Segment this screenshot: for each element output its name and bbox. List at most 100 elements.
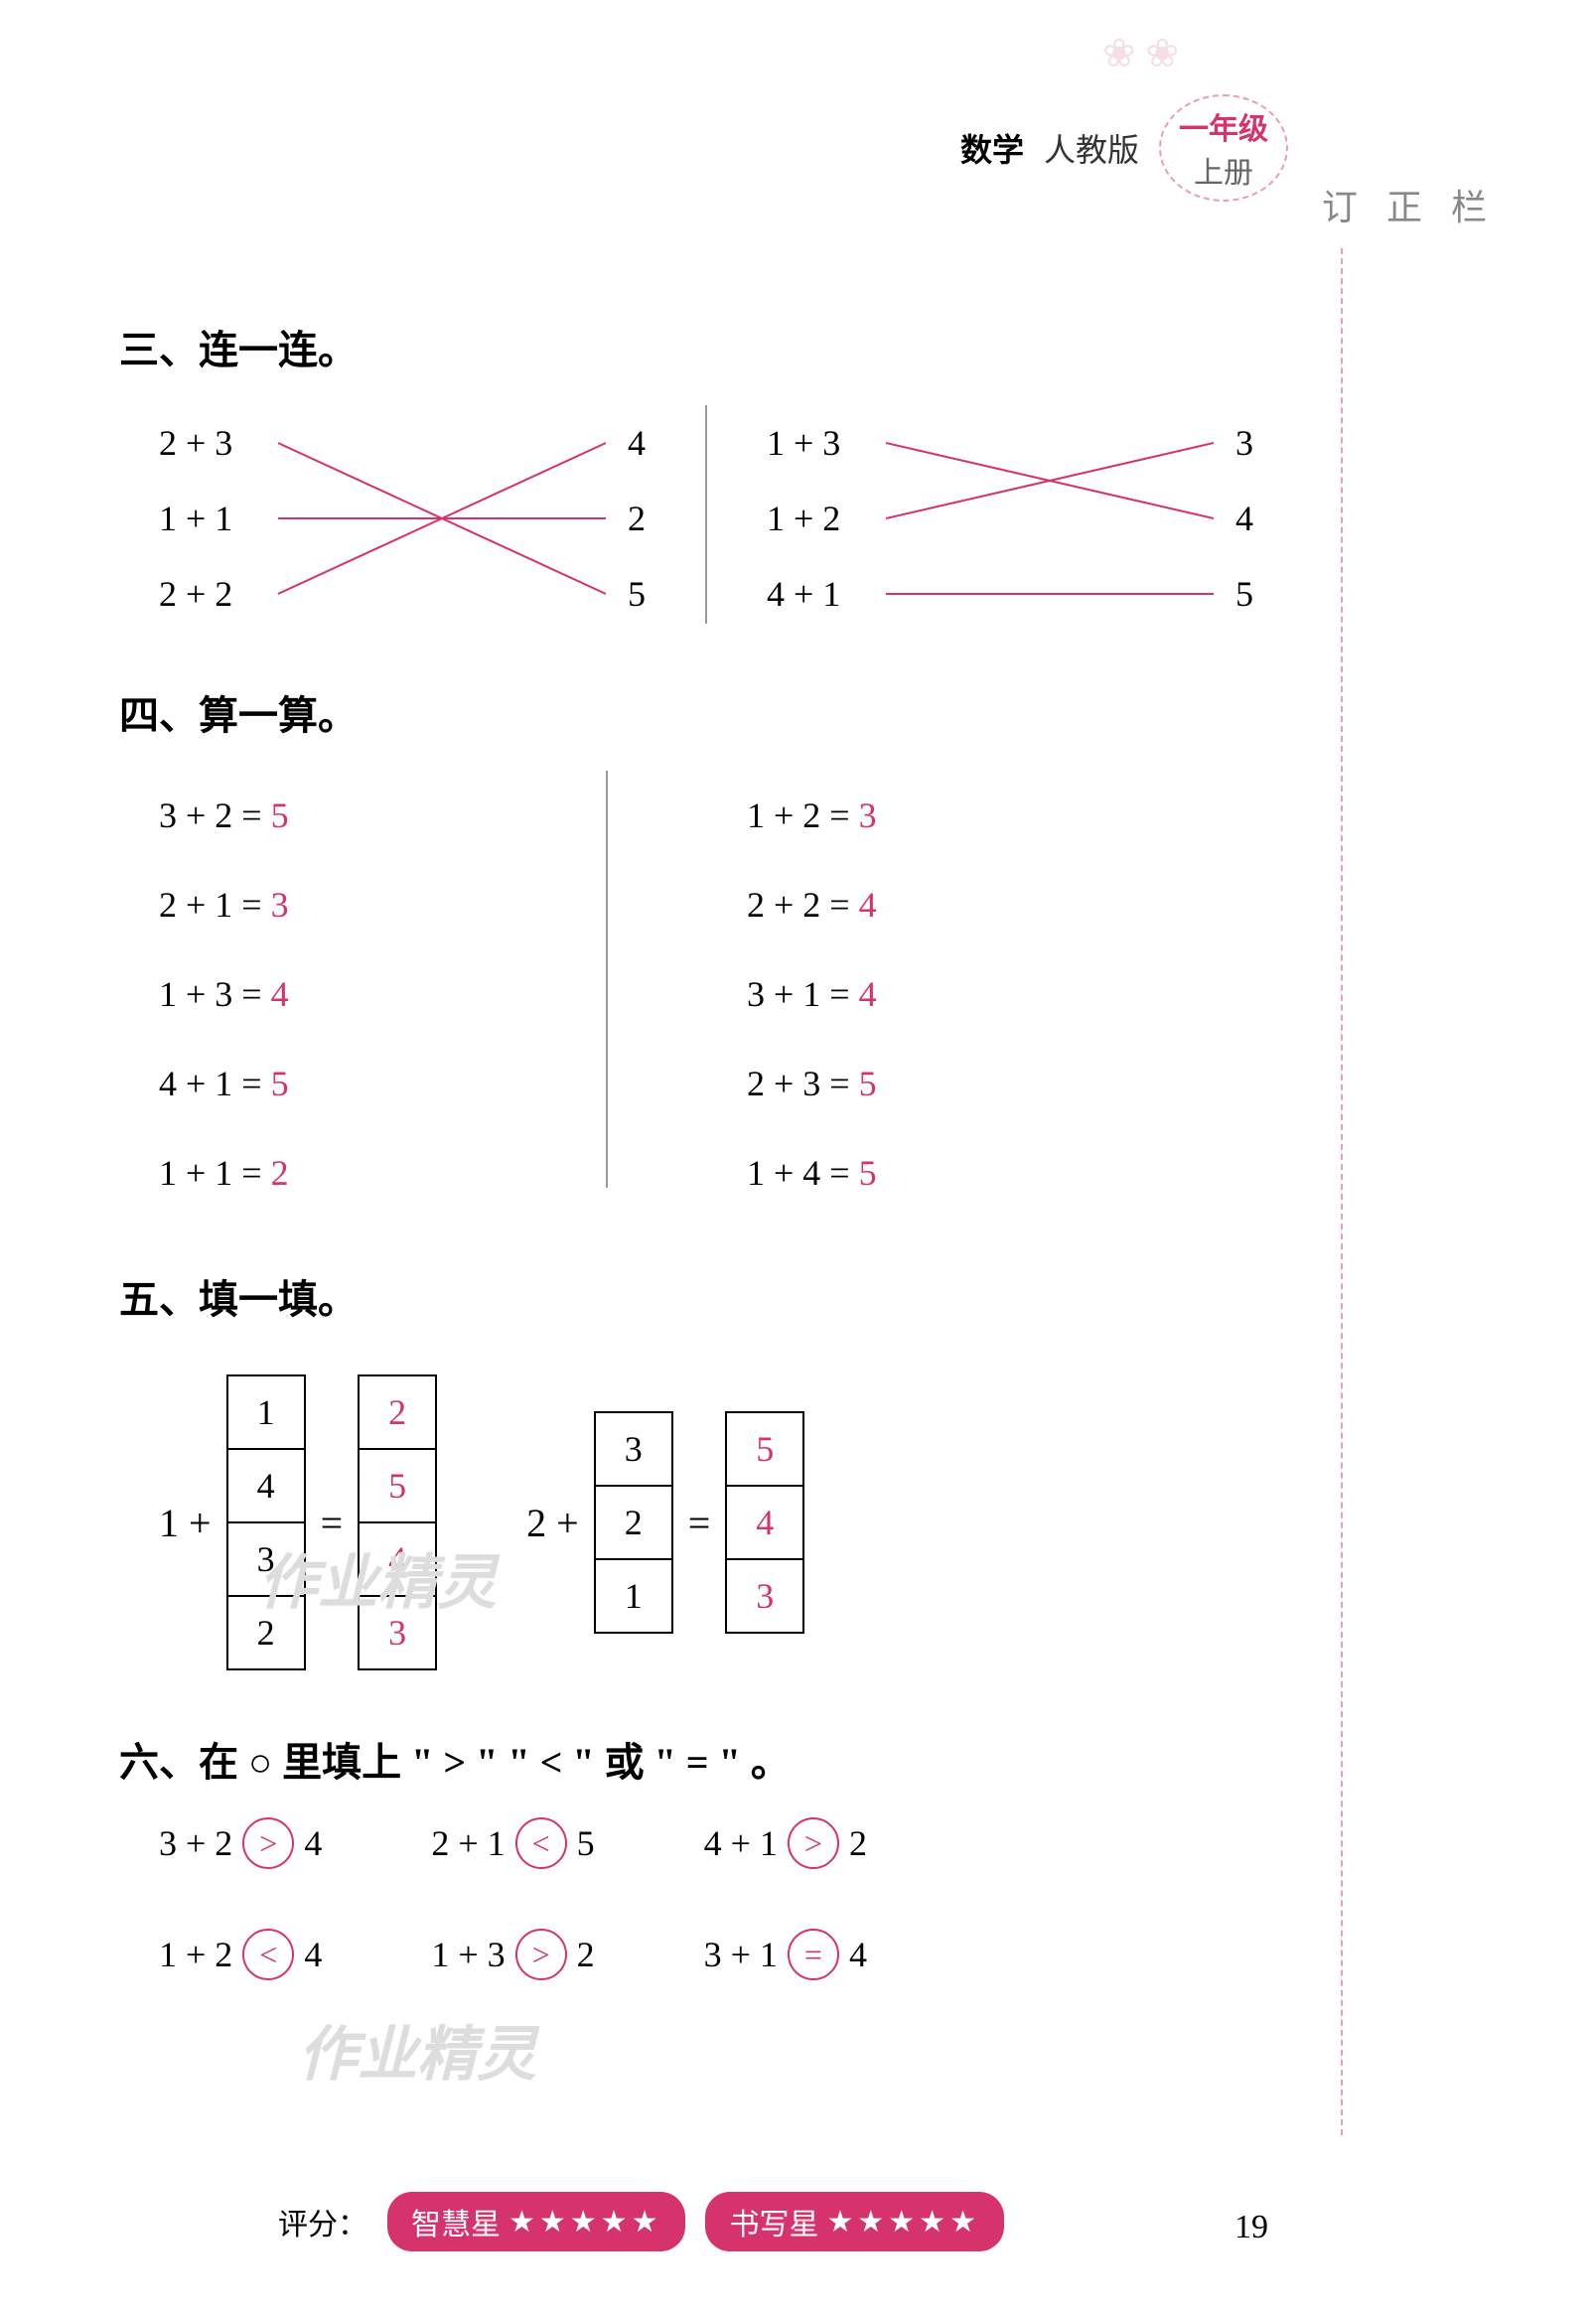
expr: 2 + 2 [159,556,278,632]
section4-title: 四、算一算。 [119,683,1311,741]
expr: 1 + 1 [159,481,278,556]
result: 5 [606,556,646,632]
calc-expr: 2 + 3 = [747,1064,859,1103]
fill-cell: 4 [358,1521,437,1597]
footer-pill-2: 书写星 ★★★★★ [705,2192,1003,2251]
fill-input-stack-2: 321 [594,1411,673,1634]
compare-item: 4 + 1>2 [704,1817,867,1869]
vertical-dash-line [1341,248,1343,2135]
fill-cell: 5 [725,1411,804,1487]
stars-icon: ★★★★★ [508,2205,661,2239]
compare-left: 3 + 1 [704,1934,778,1975]
fill-eq-1: = [321,1500,344,1546]
result: 4 [606,405,646,481]
result: 5 [1214,556,1253,632]
grade-top: 一年级 [1179,104,1268,148]
pill-text: 智慧星 [411,2200,501,2243]
compare-operator: > [788,1817,839,1869]
fill-cell: 2 [358,1374,437,1450]
calc-row: 3 + 1 = 4 [747,949,1194,1039]
calc-expr: 1 + 2 = [747,795,859,835]
compare-left: 1 + 2 [159,1934,232,1975]
section5-title: 五、填一填。 [119,1267,1311,1325]
result: 4 [1214,481,1253,556]
fill-cell: 2 [594,1485,673,1560]
connect-results-right: 3 4 5 [1214,405,1253,632]
compare-item: 2 + 1<5 [431,1817,594,1869]
compare-row-2: 1 + 2<4 1 + 3>2 3 + 1=4 [159,1929,1311,1980]
vertical-divider-2 [606,771,608,1188]
calc-answer: 4 [859,885,877,925]
page-number: 19 [1234,2209,1268,2246]
grade-bottom: 上册 [1179,148,1268,192]
footer-label: 评分： [278,2200,367,2243]
connect-exprs-left: 2 + 3 1 + 1 2 + 2 [159,405,278,632]
calc-row: 1 + 4 = 5 [747,1128,1194,1218]
calc-row: 1 + 2 = 3 [747,771,1194,860]
expr: 2 + 3 [159,405,278,481]
compare-operator: > [242,1817,294,1869]
grade-badge: 一年级 上册 [1159,94,1288,202]
correction-column-label: 订 正 栏 [1322,179,1497,230]
vertical-divider [705,405,707,624]
expr: 1 + 3 [767,405,886,481]
section3-title: 三、连一连。 [119,318,1311,375]
fill-cell: 3 [358,1595,437,1670]
connect-exprs-right: 1 + 3 1 + 2 4 + 1 [767,405,886,632]
compare-item: 1 + 2<4 [159,1929,322,1980]
fill-cell: 1 [594,1558,673,1634]
calc-row: 1 + 1 = 2 [159,1128,606,1218]
fill-cell: 5 [358,1448,437,1523]
compare-item: 3 + 2>4 [159,1817,322,1869]
compare-operator: > [515,1929,567,1980]
main-content: 三、连一连。 2 + 3 1 + 1 2 + 2 4 2 5 1 + 3 [119,278,1311,2040]
calc-col-2: 1 + 2 = 32 + 2 = 43 + 1 = 42 + 3 = 51 + … [747,771,1194,1218]
calc-answer: 2 [271,1153,289,1193]
compare-item: 3 + 1=4 [704,1929,867,1980]
connect-lines-right [886,405,1214,634]
calc-expr: 2 + 2 = [747,885,859,925]
section4-calc: 3 + 2 = 52 + 1 = 31 + 3 = 44 + 1 = 51 + … [119,771,1311,1218]
fill-input-stack-1: 1432 [226,1374,306,1670]
compare-left: 3 + 2 [159,1822,232,1864]
calc-answer: 5 [271,1064,289,1103]
calc-answer: 5 [859,1064,877,1103]
flower-decoration: ❀ ❀ [1102,30,1179,76]
connect-results-left: 4 2 5 [606,405,646,632]
section6-compare: 3 + 2>42 + 1<54 + 1>2 1 + 2<41 + 3>23 + … [119,1817,1311,1980]
calc-row: 2 + 3 = 5 [747,1039,1194,1128]
fill-cell: 1 [226,1374,306,1450]
calc-col-1: 3 + 2 = 52 + 1 = 31 + 3 = 4 4 + 1 = 5 1 + … [159,771,606,1218]
fill-cell: 4 [226,1448,306,1523]
calc-expr: 4 + 1 = [159,1064,271,1103]
compare-row-1: 3 + 2>4 2 + 1<5 4 + 1>2 [159,1817,1311,1869]
compare-operator: < [515,1817,567,1869]
fill-output-stack-2: 543 [725,1411,804,1634]
section3-connect: 2 + 3 1 + 1 2 + 2 4 2 5 1 + 3 1 + 2 4 + … [119,405,1311,634]
result: 3 [1214,405,1253,481]
compare-right: 5 [577,1822,595,1864]
fill-eq-2: = [688,1500,711,1546]
fill-prefix-2: 2 + [526,1500,579,1546]
calc-expr: 3 + 1 = [747,974,859,1014]
connect-right-half: 1 + 3 1 + 2 4 + 1 3 4 5 [767,405,1253,634]
fill-output-stack-1: 2543 [358,1374,437,1670]
calc-answer: 5 [271,795,289,835]
footer-pill-1: 智慧星 ★★★★★ [387,2192,685,2251]
page-header: 数学 人教版 一年级 上册 [960,94,1288,202]
compare-left: 1 + 3 [431,1934,505,1975]
fill-cell: 3 [594,1411,673,1487]
calc-row: 3 + 2 = 5 [159,771,606,860]
compare-right: 2 [577,1934,595,1975]
fill-cell: 2 [226,1595,306,1670]
compare-right: 4 [304,1934,322,1975]
calc-answer: 3 [859,795,877,835]
calc-row: 1 + 3 = 4 [159,949,606,1039]
calc-answer: 4 [271,974,289,1014]
calc-answer: 5 [859,1153,877,1193]
calc-expr: 2 + 1 = [159,885,271,925]
section5-fill: 1 + 1432 = 2543 2 + 321 = 543 [119,1374,1311,1670]
connect-left-half: 2 + 3 1 + 1 2 + 2 4 2 5 [159,405,646,634]
calc-row: 2 + 1 = 3 [159,860,606,949]
calc-expr: 1 + 4 = [747,1153,859,1193]
